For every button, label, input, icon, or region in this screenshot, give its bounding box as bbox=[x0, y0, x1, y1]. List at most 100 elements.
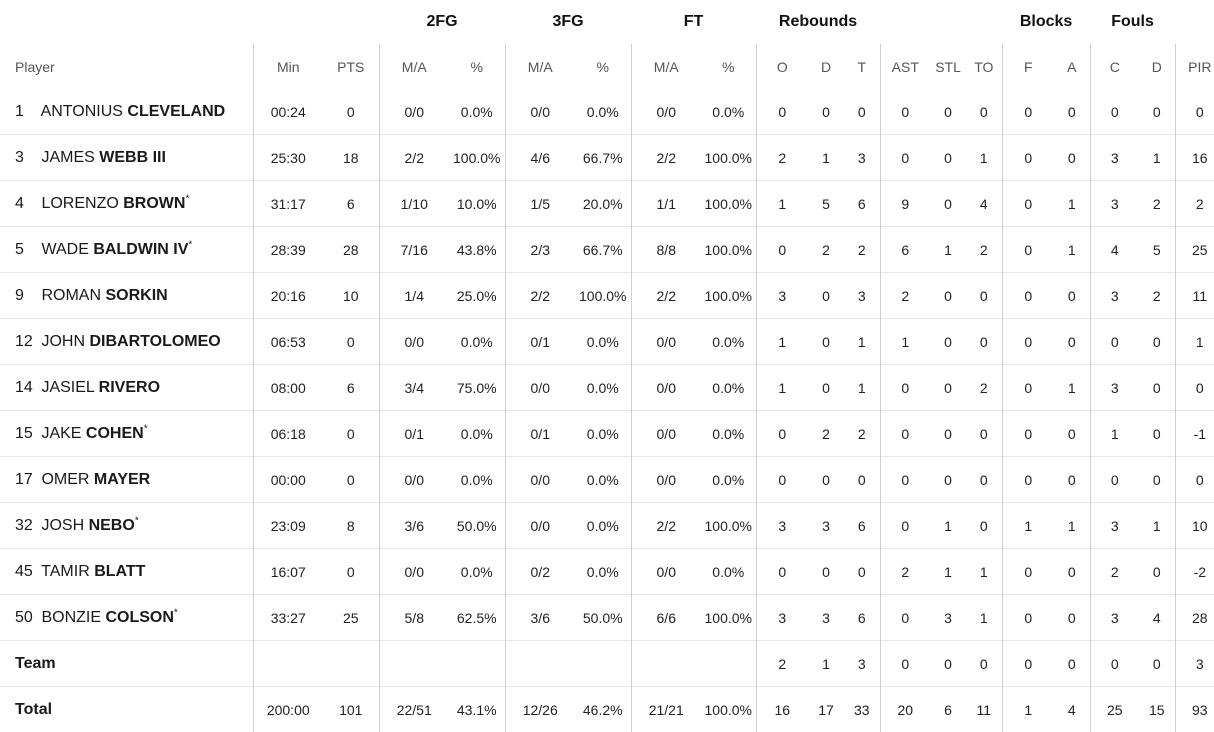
col-header-rebounds-offensive: O bbox=[756, 44, 808, 89]
col-header-ft-pct: % bbox=[701, 44, 756, 89]
cell-rebounds-defensive: 3 bbox=[808, 595, 844, 641]
cell-fg3-pct: 0.0% bbox=[575, 503, 631, 549]
group-pir-header bbox=[1175, 0, 1214, 44]
cell-fouls-drawn: 5 bbox=[1139, 227, 1175, 273]
cell-ft-made-attempted: 0/0 bbox=[631, 89, 701, 135]
cell-minutes: 20:16 bbox=[253, 273, 323, 319]
cell-fouls-drawn: 0 bbox=[1139, 549, 1175, 595]
cell-fg3-made-attempted bbox=[505, 641, 575, 687]
player-first-name: ROMAN bbox=[41, 287, 101, 304]
cell-rebounds-offensive: 3 bbox=[756, 273, 808, 319]
cell-ft-pct: 100.0% bbox=[701, 135, 756, 181]
cell-turnovers: 1 bbox=[966, 135, 1002, 181]
cell-fouls-committed: 0 bbox=[1090, 457, 1139, 503]
cell-blocks-for: 0 bbox=[1002, 365, 1054, 411]
cell-blocks-against: 1 bbox=[1054, 227, 1090, 273]
cell-steals: 1 bbox=[930, 549, 966, 595]
cell-rebounds-total: 3 bbox=[844, 135, 880, 181]
cell-minutes: 31:17 bbox=[253, 181, 323, 227]
cell-assists: 0 bbox=[880, 411, 930, 457]
cell-pir: 0 bbox=[1175, 457, 1214, 503]
cell-rebounds-total: 3 bbox=[844, 273, 880, 319]
col-header-blocks-against: A bbox=[1054, 44, 1090, 89]
player-name-cell[interactable]: 1 ANTONIUS CLEVELAND bbox=[0, 89, 253, 135]
cell-assists: 0 bbox=[880, 457, 930, 503]
player-name-cell[interactable]: 17 OMER MAYER bbox=[0, 457, 253, 503]
cell-ft-made-attempted: 8/8 bbox=[631, 227, 701, 273]
cell-rebounds-offensive: 0 bbox=[756, 457, 808, 503]
cell-rebounds-total: 33 bbox=[844, 687, 880, 732]
cell-fg3-pct: 0.0% bbox=[575, 549, 631, 595]
cell-fg2-pct: 0.0% bbox=[449, 319, 505, 365]
col-header-player: Player bbox=[0, 44, 253, 89]
player-name-cell[interactable]: 32 JOSH NEBO* bbox=[0, 503, 253, 549]
cell-fg3-pct: 0.0% bbox=[575, 365, 631, 411]
cell-assists: 2 bbox=[880, 273, 930, 319]
cell-fg2-made-attempted: 3/6 bbox=[379, 503, 449, 549]
cell-blocks-against: 0 bbox=[1054, 457, 1090, 503]
jersey-number: 50 bbox=[15, 609, 37, 627]
cell-turnovers: 2 bbox=[966, 227, 1002, 273]
cell-blocks-against: 0 bbox=[1054, 549, 1090, 595]
cell-ft-pct: 0.0% bbox=[701, 365, 756, 411]
player-name-cell[interactable]: 4 LORENZO BROWN* bbox=[0, 181, 253, 227]
cell-fg2-pct: 0.0% bbox=[449, 411, 505, 457]
cell-rebounds-offensive: 0 bbox=[756, 411, 808, 457]
cell-fouls-drawn: 1 bbox=[1139, 135, 1175, 181]
cell-rebounds-offensive: 2 bbox=[756, 135, 808, 181]
col-header-fg2-pct: % bbox=[449, 44, 505, 89]
cell-fg2-made-attempted: 0/0 bbox=[379, 457, 449, 503]
cell-rebounds-offensive: 1 bbox=[756, 319, 808, 365]
cell-assists: 6 bbox=[880, 227, 930, 273]
player-name-cell[interactable]: 9 ROMAN SORKIN bbox=[0, 273, 253, 319]
cell-pir: 25 bbox=[1175, 227, 1214, 273]
player-name-cell[interactable]: 14 JASIEL RIVERO bbox=[0, 365, 253, 411]
col-header-points: PTS bbox=[323, 44, 379, 89]
player-name-cell[interactable]: 12 JOHN DIBARTOLOMEO bbox=[0, 319, 253, 365]
cell-minutes: 200:00 bbox=[253, 687, 323, 732]
cell-fg3-made-attempted: 0/0 bbox=[505, 457, 575, 503]
player-name-cell[interactable]: 50 BONZIE COLSON* bbox=[0, 595, 253, 641]
group-ft-header: FT bbox=[631, 0, 756, 44]
cell-fg2-pct: 0.0% bbox=[449, 457, 505, 503]
cell-rebounds-defensive: 1 bbox=[808, 135, 844, 181]
cell-fouls-committed: 3 bbox=[1090, 135, 1139, 181]
player-name-cell[interactable]: 5 WADE BALDWIN IV* bbox=[0, 227, 253, 273]
cell-fg2-pct: 10.0% bbox=[449, 181, 505, 227]
cell-fg3-made-attempted: 1/5 bbox=[505, 181, 575, 227]
cell-assists: 0 bbox=[880, 135, 930, 181]
cell-blocks-against: 1 bbox=[1054, 503, 1090, 549]
cell-ft-pct: 100.0% bbox=[701, 273, 756, 319]
player-last-name: COLSON bbox=[105, 609, 173, 626]
cell-ft-pct: 100.0% bbox=[701, 503, 756, 549]
player-name-cell[interactable]: 3 JAMES WEBB III bbox=[0, 135, 253, 181]
player-first-name: TAMIR bbox=[41, 563, 90, 580]
jersey-number: 45 bbox=[15, 563, 37, 581]
cell-turnovers: 0 bbox=[966, 503, 1002, 549]
cell-points: 101 bbox=[323, 687, 379, 732]
player-name-cell[interactable]: 45 TAMIR BLATT bbox=[0, 549, 253, 595]
cell-ft-pct bbox=[701, 641, 756, 687]
cell-turnovers: 0 bbox=[966, 319, 1002, 365]
cell-pir: 0 bbox=[1175, 365, 1214, 411]
cell-fouls-committed: 0 bbox=[1090, 319, 1139, 365]
cell-turnovers: 0 bbox=[966, 89, 1002, 135]
cell-steals: 0 bbox=[930, 135, 966, 181]
cell-blocks-for: 0 bbox=[1002, 89, 1054, 135]
cell-rebounds-total: 6 bbox=[844, 595, 880, 641]
player-last-name: BROWN bbox=[123, 195, 185, 212]
player-name-cell[interactable]: 15 JAKE COHEN* bbox=[0, 411, 253, 457]
